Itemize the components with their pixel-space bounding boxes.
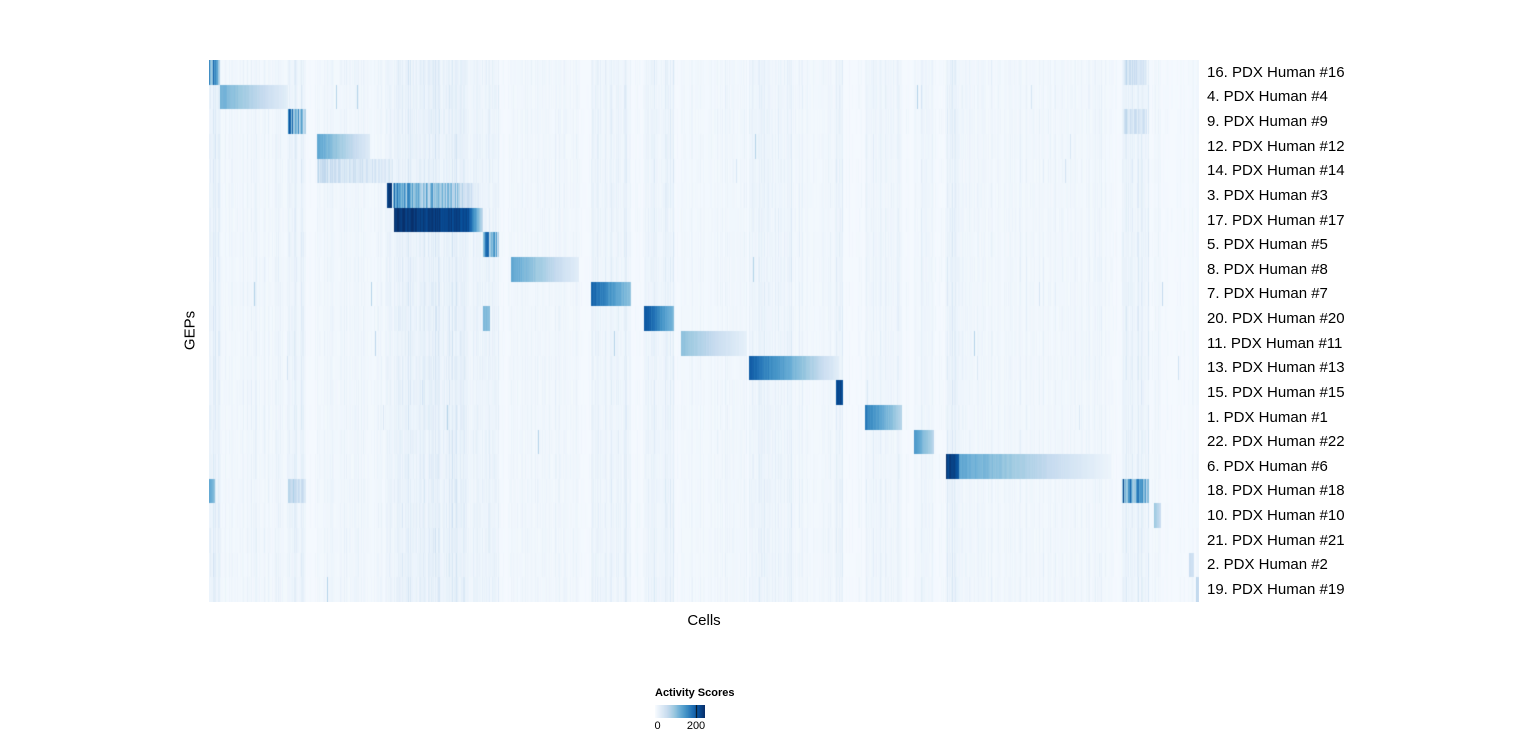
heatmap-canvas bbox=[209, 60, 1199, 602]
row-label: 13. PDX Human #13 bbox=[1207, 359, 1345, 377]
x-axis-label: Cells bbox=[687, 612, 721, 629]
row-label: 16. PDX Human #16 bbox=[1207, 63, 1345, 81]
row-label: 6. PDX Human #6 bbox=[1207, 457, 1328, 475]
row-label: 15. PDX Human #15 bbox=[1207, 383, 1345, 401]
legend-tick-label: 200 bbox=[686, 720, 706, 732]
y-axis-label: GEPs bbox=[181, 310, 199, 351]
row-label: 3. PDX Human #3 bbox=[1207, 186, 1328, 204]
row-label: 4. PDX Human #4 bbox=[1207, 88, 1328, 106]
row-label: 8. PDX Human #8 bbox=[1207, 260, 1328, 278]
row-label: 10. PDX Human #10 bbox=[1207, 507, 1345, 525]
row-label: 7. PDX Human #7 bbox=[1207, 285, 1328, 303]
row-label: 18. PDX Human #18 bbox=[1207, 482, 1345, 500]
row-label: 19. PDX Human #19 bbox=[1207, 580, 1345, 598]
row-label: 20. PDX Human #20 bbox=[1207, 310, 1345, 328]
row-label: 5. PDX Human #5 bbox=[1207, 236, 1328, 254]
row-label: 14. PDX Human #14 bbox=[1207, 162, 1345, 180]
row-label: 22. PDX Human #22 bbox=[1207, 433, 1345, 451]
row-label: 9. PDX Human #9 bbox=[1207, 113, 1328, 131]
legend-bar-canvas bbox=[655, 705, 705, 718]
row-label: 1. PDX Human #1 bbox=[1207, 408, 1328, 426]
row-labels: 16. PDX Human #16 4. PDX Human #4 9. PDX H… bbox=[1207, 60, 1345, 602]
legend-ticks: 0 200 bbox=[654, 720, 706, 734]
row-label: 21. PDX Human #21 bbox=[1207, 531, 1345, 549]
legend: Activity Scores 0 200 bbox=[654, 687, 775, 734]
row-label: 2. PDX Human #2 bbox=[1207, 556, 1328, 574]
row-label: 11. PDX Human #11 bbox=[1207, 334, 1343, 352]
row-label: 17. PDX Human #17 bbox=[1207, 211, 1345, 229]
row-label: 12. PDX Human #12 bbox=[1207, 137, 1345, 155]
legend-title: Activity Scores bbox=[655, 687, 735, 699]
legend-tick-label: 0 bbox=[654, 720, 661, 732]
